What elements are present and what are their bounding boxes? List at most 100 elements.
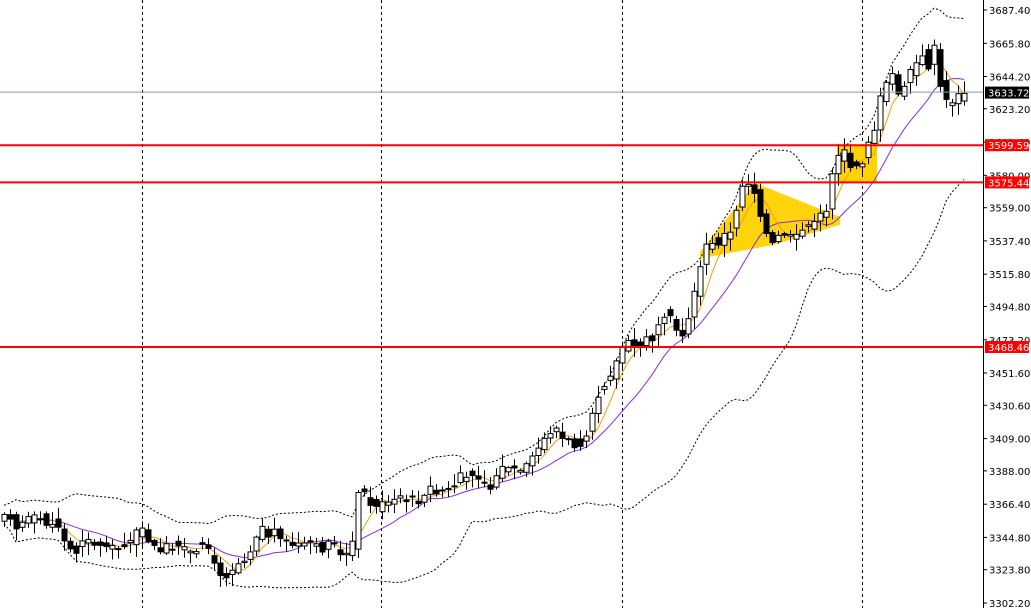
candle-128 <box>769 230 776 246</box>
candle-55 <box>331 536 338 548</box>
candle-47 <box>283 535 290 552</box>
candle-29 <box>175 535 182 555</box>
candle-21 <box>127 532 134 553</box>
candle-124 <box>745 174 752 196</box>
candle-3 <box>19 515 26 532</box>
candle-44 <box>265 526 272 544</box>
candle-160 <box>961 81 968 106</box>
candle-46 <box>277 526 284 547</box>
candle-88 <box>529 451 536 476</box>
candle-65 <box>391 489 398 514</box>
candle-34 <box>205 538 212 554</box>
candle-63 <box>379 490 386 520</box>
candle-0 <box>1 512 8 527</box>
candle-157 <box>943 71 950 108</box>
candle-116 <box>697 260 704 306</box>
candle-5 <box>31 511 38 534</box>
candle-60 <box>361 485 368 497</box>
candle-95 <box>571 433 578 452</box>
candle-18 <box>109 539 116 560</box>
candle-131 <box>787 230 794 243</box>
candle-37 <box>223 567 230 587</box>
candle-105 <box>631 328 638 357</box>
candle-53 <box>319 537 326 556</box>
candle-119 <box>715 232 722 249</box>
triangle-pattern <box>700 183 840 259</box>
candle-111 <box>667 306 674 323</box>
candle-42 <box>253 535 260 556</box>
candle-75 <box>451 474 458 494</box>
svg-text:3468.46: 3468.46 <box>988 343 1029 354</box>
candle-133 <box>799 222 806 239</box>
candle-85 <box>511 459 518 480</box>
candle-97 <box>583 430 590 448</box>
candle-81 <box>487 477 494 495</box>
y-tick-label-7: 3537.40 <box>989 237 1030 248</box>
candle-82 <box>493 468 500 490</box>
candle-7 <box>43 511 50 529</box>
candle-69 <box>415 490 422 509</box>
candle-80 <box>481 470 488 488</box>
svg-text:3599.59: 3599.59 <box>988 141 1029 152</box>
candle-8 <box>49 512 56 533</box>
candle-79 <box>475 465 482 489</box>
candle-135 <box>811 213 818 238</box>
candle-62 <box>373 495 380 514</box>
y-tick-label-3: 3623.20 <box>989 105 1030 116</box>
candle-2 <box>13 511 20 541</box>
candle-114 <box>685 307 692 339</box>
y-tick-label-14: 3388.00 <box>989 467 1030 478</box>
candle-140 <box>841 138 848 173</box>
candle-98 <box>589 407 596 440</box>
candle-12 <box>73 542 80 563</box>
candle-30 <box>181 538 188 558</box>
candle-123 <box>739 179 746 212</box>
candle-40 <box>241 553 248 568</box>
candle-108 <box>649 333 656 353</box>
y-tick-label-0: 3687.40 <box>989 6 1030 17</box>
y-tick-label-18: 3302.20 <box>989 599 1030 608</box>
candle-148 <box>889 66 896 91</box>
candle-10 <box>61 523 68 551</box>
candle-26 <box>157 538 164 555</box>
y-tick-label-17: 3323.80 <box>989 566 1030 577</box>
upper-band-line <box>3 7 965 525</box>
candle-14 <box>85 532 92 555</box>
candle-25 <box>151 538 158 551</box>
candle-117 <box>703 232 710 275</box>
candle-41 <box>247 545 254 566</box>
candle-78 <box>469 468 476 488</box>
candle-73 <box>439 486 446 498</box>
candle-31 <box>187 549 194 564</box>
candle-58 <box>349 531 356 561</box>
y-tick-label-11: 3451.60 <box>989 369 1030 380</box>
candle-45 <box>271 517 278 543</box>
candle-142 <box>853 159 860 170</box>
candle-68 <box>409 490 416 507</box>
candle-19 <box>115 546 122 559</box>
candle-94 <box>565 436 572 446</box>
candle-125 <box>751 172 758 203</box>
candle-56 <box>337 540 344 561</box>
candle-127 <box>763 209 770 238</box>
candle-32 <box>193 548 200 558</box>
candle-57 <box>343 542 350 566</box>
candle-136 <box>817 204 824 232</box>
candle-71 <box>427 476 434 502</box>
candle-126 <box>757 183 764 223</box>
level-price-tag-0: 3599.59 <box>985 139 1029 152</box>
candle-77 <box>463 471 470 490</box>
candle-51 <box>307 536 314 555</box>
y-tick-label-12: 3430.60 <box>989 401 1030 412</box>
candle-39 <box>235 558 242 575</box>
y-tick-label-8: 3515.80 <box>989 270 1030 281</box>
candle-91 <box>547 426 554 444</box>
candle-20 <box>121 532 128 550</box>
candle-151 <box>907 66 914 94</box>
candle-146 <box>877 87 884 142</box>
candle-122 <box>733 205 740 237</box>
level-price-tag-1: 3575.44 <box>985 176 1029 189</box>
candle-141 <box>847 143 854 172</box>
